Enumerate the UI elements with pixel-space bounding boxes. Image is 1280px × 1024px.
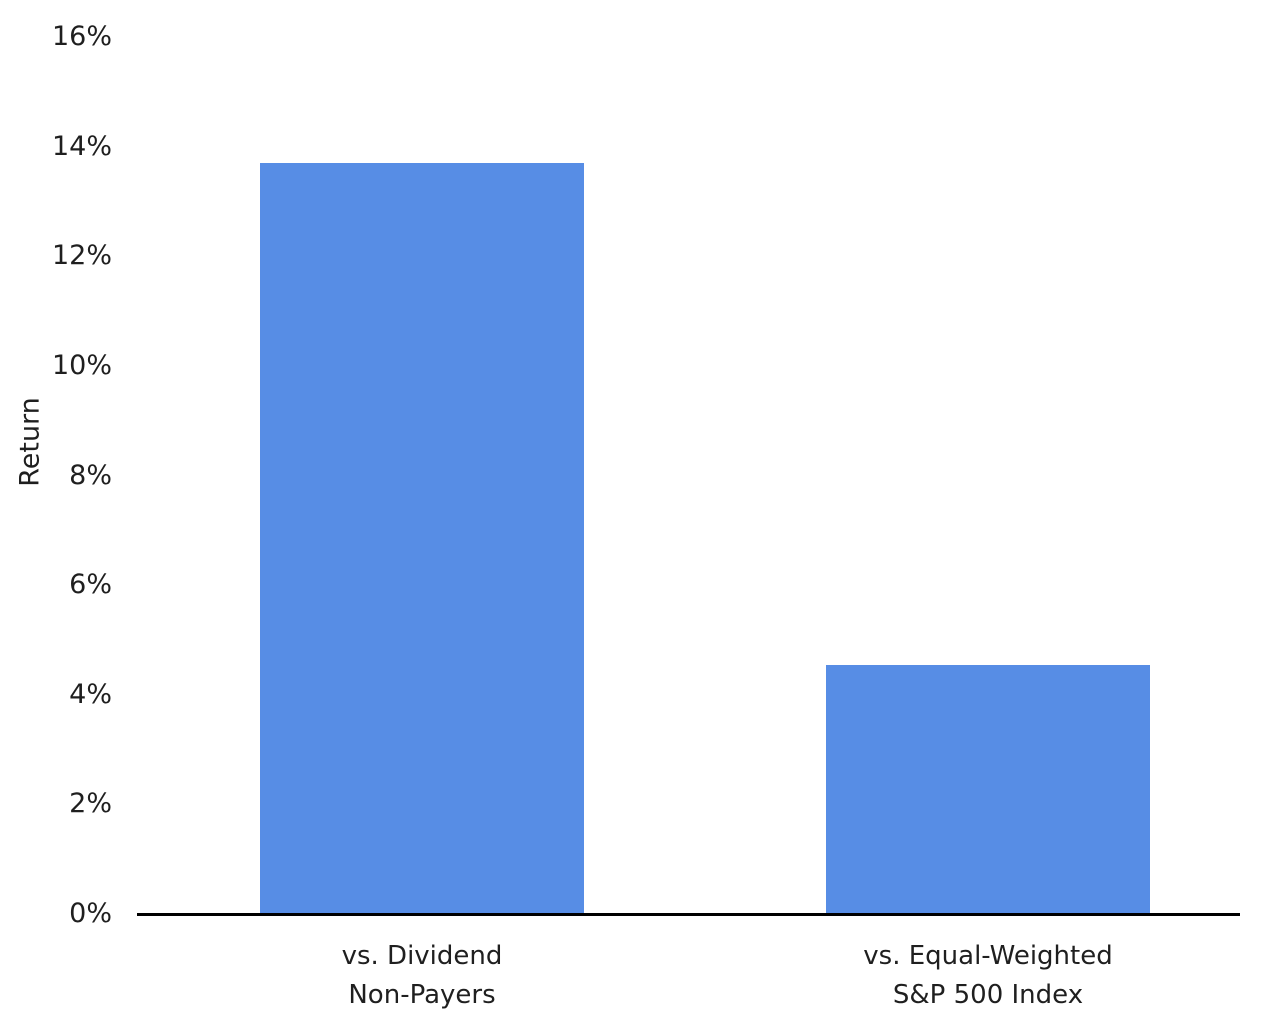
y-tick-label: 14% <box>51 130 112 162</box>
x-category-label: vs. Dividend Non-Payers <box>341 941 503 1010</box>
y-tick-label: 2% <box>69 788 112 820</box>
y-tick-label: 0% <box>69 898 112 929</box>
bar-vs-equal-weighted-s-p-500-index <box>826 664 1150 914</box>
y-tick-label: 8% <box>69 459 112 491</box>
y-tick-label: 6% <box>69 569 112 601</box>
y-tick-label: 12% <box>51 240 112 272</box>
y-tick-label: 16% <box>51 21 112 52</box>
y-tick-label: 4% <box>69 678 112 710</box>
bar-vs-dividend-non-payers <box>260 163 584 914</box>
x-axis-line <box>137 913 1240 916</box>
y-tick-label: 10% <box>51 349 112 381</box>
x-category-label: vs. Equal-Weighted S&P 500 Index <box>863 941 1113 1010</box>
